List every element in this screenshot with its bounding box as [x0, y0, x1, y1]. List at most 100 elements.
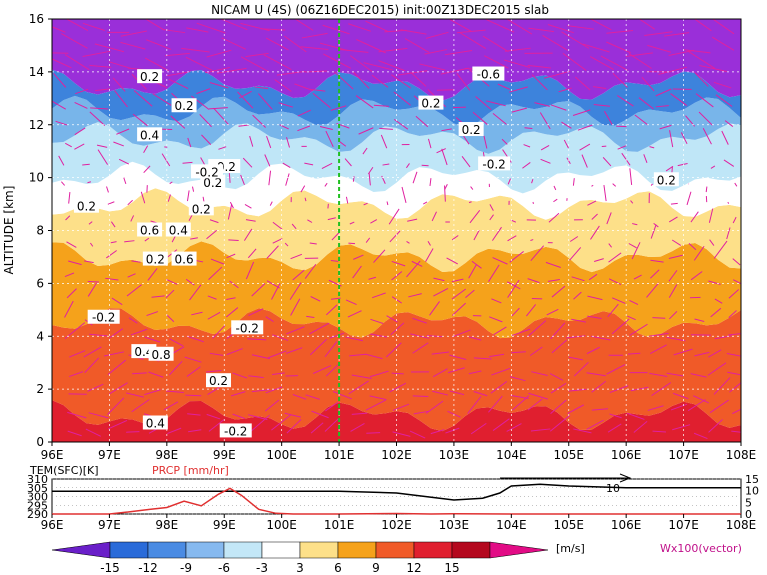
- vector-arrow: [425, 400, 444, 414]
- vector-arrow: [167, 71, 191, 77]
- contour-label-text: 0.6: [140, 224, 159, 238]
- vector-arrow: [161, 153, 171, 167]
- vector-arrow: [83, 346, 102, 358]
- contour-label: 0.2: [188, 201, 214, 216]
- vector-arrow: [247, 414, 268, 421]
- contour-label: 0.2: [142, 251, 168, 267]
- contour-label: 0.2: [73, 198, 99, 214]
- vector-arrow: [345, 299, 357, 306]
- vector-arrow: [522, 162, 531, 169]
- vector-arrow: [186, 366, 201, 377]
- vector-arrow: [353, 254, 364, 260]
- vector-arrow: [441, 128, 452, 132]
- vector-arrow: [97, 149, 109, 165]
- vector-arrow: [107, 201, 115, 205]
- vector-arrow: [411, 260, 423, 267]
- vector-arrow: [410, 333, 430, 339]
- vector-arrow: [531, 179, 534, 184]
- vector-arrow: [53, 73, 67, 88]
- vector-arrow: [425, 31, 449, 39]
- vector-arrow: [629, 168, 633, 186]
- vector-arrow: [572, 178, 575, 186]
- vector-arrow: [617, 145, 627, 150]
- vector-arrow: [425, 248, 434, 262]
- vector-arrow: [290, 253, 303, 260]
- x-tick-label: 105E: [554, 518, 585, 532]
- vector-arrow: [206, 370, 222, 373]
- vector-arrow: [524, 127, 533, 129]
- vector-arrow: [65, 215, 71, 221]
- vector-arrow: [266, 280, 280, 289]
- vector-arrow: [469, 210, 481, 224]
- vector-arrow: [279, 124, 289, 130]
- vector-arrow: [166, 314, 175, 323]
- vector-arrow: [628, 243, 637, 249]
- vector-arrow: [715, 94, 733, 107]
- vector-arrow: [410, 71, 427, 87]
- vector-arrow: [655, 105, 669, 108]
- vector-arrow: [547, 279, 560, 282]
- vector-arrow: [109, 382, 128, 395]
- vector-arrow: [251, 389, 271, 393]
- vector-arrow: [209, 82, 229, 89]
- colorbar: -15 -12 -9 -6 -3 3 6 9 12 15 [m/s] Wx100(vector): [51, 541, 742, 575]
- vector-arrow: [184, 356, 202, 363]
- vector-arrow: [687, 50, 716, 69]
- vector-arrow: [568, 356, 583, 361]
- colorbar-swatch: [375, 541, 415, 559]
- vector-arrow: [665, 165, 674, 172]
- vector-arrow: [87, 281, 99, 283]
- vector-arrow: [386, 342, 402, 358]
- vector-arrow: [508, 86, 528, 93]
- vector-arrow: [694, 72, 709, 87]
- vector-arrow: [74, 143, 85, 150]
- vector-arrow: [186, 335, 204, 343]
- chart-title: NICAM U (4S) (06Z16DEC2015) init:00Z13DE…: [211, 3, 549, 17]
- vector-arrow: [686, 191, 692, 206]
- vector-arrow: [550, 104, 567, 111]
- contour-label-bg: [458, 122, 484, 137]
- vector-arrow: [511, 107, 527, 113]
- vector-arrow: [130, 215, 135, 222]
- vector-arrow: [130, 328, 148, 336]
- vector-arrow: [451, 288, 467, 300]
- vector-arrow: [85, 428, 101, 437]
- vector-arrow: [144, 389, 161, 396]
- vector-arrow: [531, 74, 548, 91]
- vector-arrow: [109, 328, 123, 339]
- vector-arrow: [66, 241, 77, 248]
- vector-arrow: [304, 263, 317, 279]
- vector-arrow: [670, 202, 678, 205]
- vector-arrow: [263, 54, 292, 70]
- vector-arrow: [94, 88, 111, 92]
- vector-arrow: [61, 33, 88, 49]
- vector-arrow: [488, 395, 503, 413]
- vector-arrow: [332, 391, 352, 400]
- vector-arrow: [325, 130, 334, 147]
- vector-arrow: [530, 245, 545, 262]
- vector-arrow: [363, 202, 368, 206]
- vector-arrow: [370, 318, 384, 324]
- contour-label: -0.6: [472, 66, 505, 82]
- vector-arrow: [132, 372, 147, 375]
- contour-label-bg: [137, 222, 163, 237]
- vector-arrow: [104, 351, 125, 357]
- vector-arrow: [666, 372, 684, 377]
- contour-label-bg: [87, 309, 120, 324]
- vector-arrow: [362, 147, 368, 155]
- vector-arrow: [671, 239, 682, 246]
- vector-arrow: [369, 370, 389, 378]
- colorbar-swatch: [51, 541, 111, 559]
- vector-arrow: [441, 148, 448, 166]
- vector-arrow: [470, 186, 474, 190]
- x-tick-label: 103E: [439, 518, 470, 532]
- vector-arrow: [52, 52, 69, 54]
- vector-arrow: [324, 182, 328, 187]
- vector-arrow: [473, 391, 488, 397]
- vector-arrow: [702, 128, 712, 145]
- contour-label-bg: [148, 346, 174, 361]
- vector-arrow: [734, 182, 738, 187]
- x-tick-label: 107E: [668, 518, 699, 532]
- vector-arrow: [247, 338, 267, 341]
- vector-arrow: [147, 268, 158, 281]
